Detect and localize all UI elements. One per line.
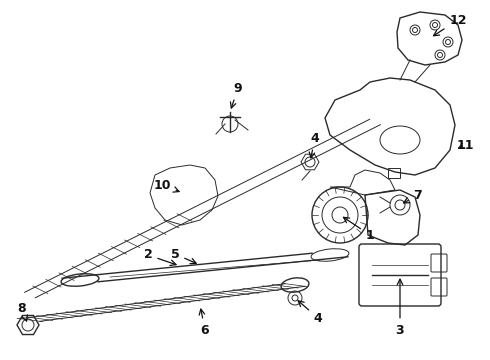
Text: 4: 4 (309, 131, 319, 158)
Text: 8: 8 (18, 302, 27, 321)
Text: 7: 7 (404, 189, 422, 203)
Text: 5: 5 (171, 248, 196, 264)
Text: 10: 10 (153, 179, 179, 192)
Text: 3: 3 (396, 279, 404, 337)
Text: 6: 6 (199, 309, 209, 337)
Text: 4: 4 (298, 301, 322, 324)
Text: 1: 1 (343, 217, 374, 242)
Text: 11: 11 (456, 139, 474, 152)
Text: 2: 2 (144, 248, 176, 265)
Text: 9: 9 (230, 81, 243, 108)
Text: 12: 12 (434, 14, 467, 36)
